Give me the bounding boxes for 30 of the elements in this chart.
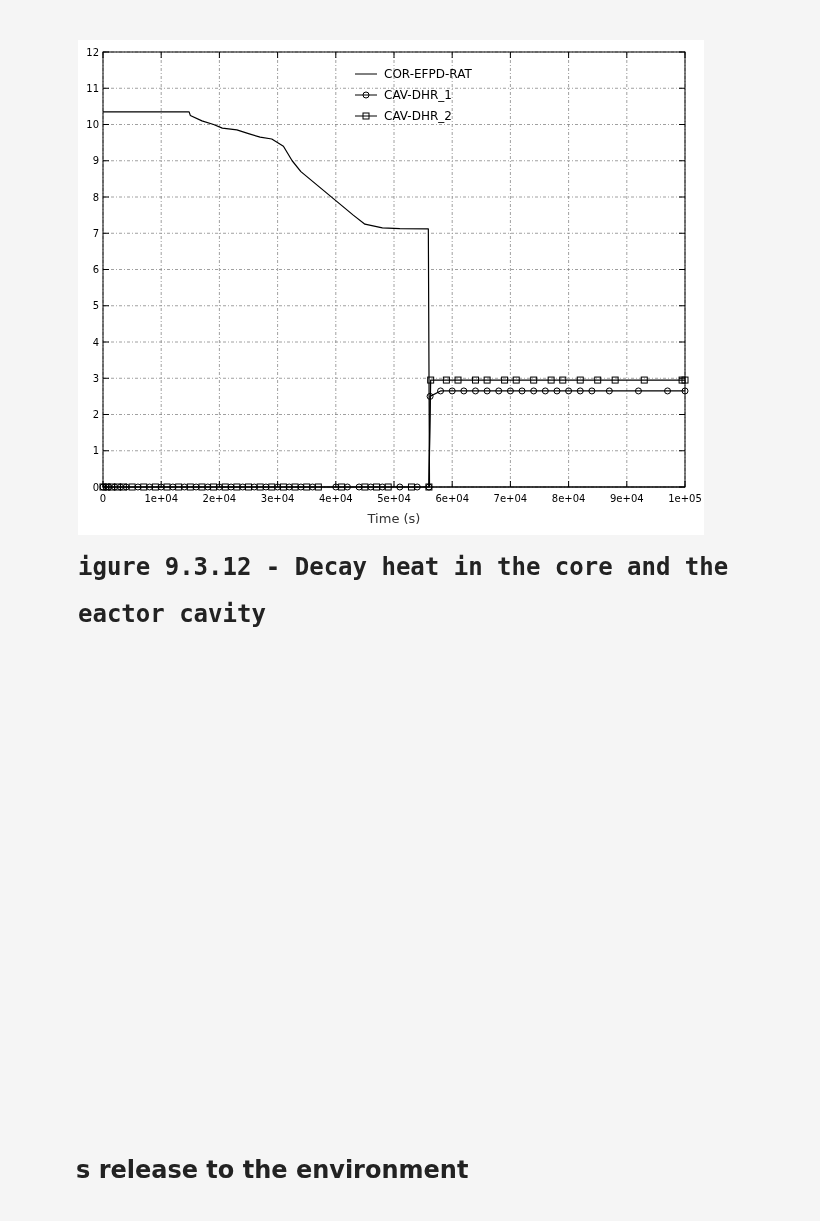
y-tick-label: 0 — [92, 481, 99, 493]
x-tick-label: 4e+04 — [318, 493, 353, 504]
x-tick-label: 2e+04 — [202, 493, 237, 504]
y-tick-label: 3 — [92, 372, 99, 384]
x-tick-label: 8e+04 — [551, 493, 586, 504]
x-tick-label: 1e+04 — [144, 493, 179, 504]
legend-label: CAV-DHR_1 — [384, 88, 452, 102]
x-axis-title: Time (s) — [366, 511, 421, 526]
y-tick-label: 11 — [86, 82, 99, 94]
y-tick-label: 1 — [92, 445, 99, 457]
x-tick-label: 6e+04 — [435, 493, 470, 504]
x-tick-label: 1e+05 — [668, 493, 702, 504]
y-tick-label: 9 — [92, 155, 99, 167]
legend-label: CAV-DHR_2 — [384, 109, 452, 123]
y-tick-label: 12 — [86, 46, 99, 58]
y-tick-label: 5 — [92, 300, 99, 312]
y-tick-label: 7 — [92, 227, 99, 239]
x-tick-label: 5e+04 — [377, 493, 411, 504]
y-tick-label: 10 — [86, 119, 99, 130]
y-tick-label: 6 — [92, 264, 99, 275]
y-tick-label: 4 — [92, 336, 99, 348]
text: s release to the environment — [76, 1156, 469, 1184]
x-tick-label: 7e+04 — [493, 493, 528, 504]
x-tick-label: 3e+04 — [260, 493, 295, 504]
x-tick-label: 0 — [99, 493, 107, 504]
y-tick-label: 2 — [92, 409, 99, 420]
x-tick-label: 9e+04 — [609, 493, 644, 504]
text: igure 9.3.12 - Decay heat in the core and the eactor cavity — [78, 553, 729, 628]
legend-label: COR-EFPD-RAT — [384, 67, 473, 81]
y-tick-label: 8 — [92, 191, 99, 203]
